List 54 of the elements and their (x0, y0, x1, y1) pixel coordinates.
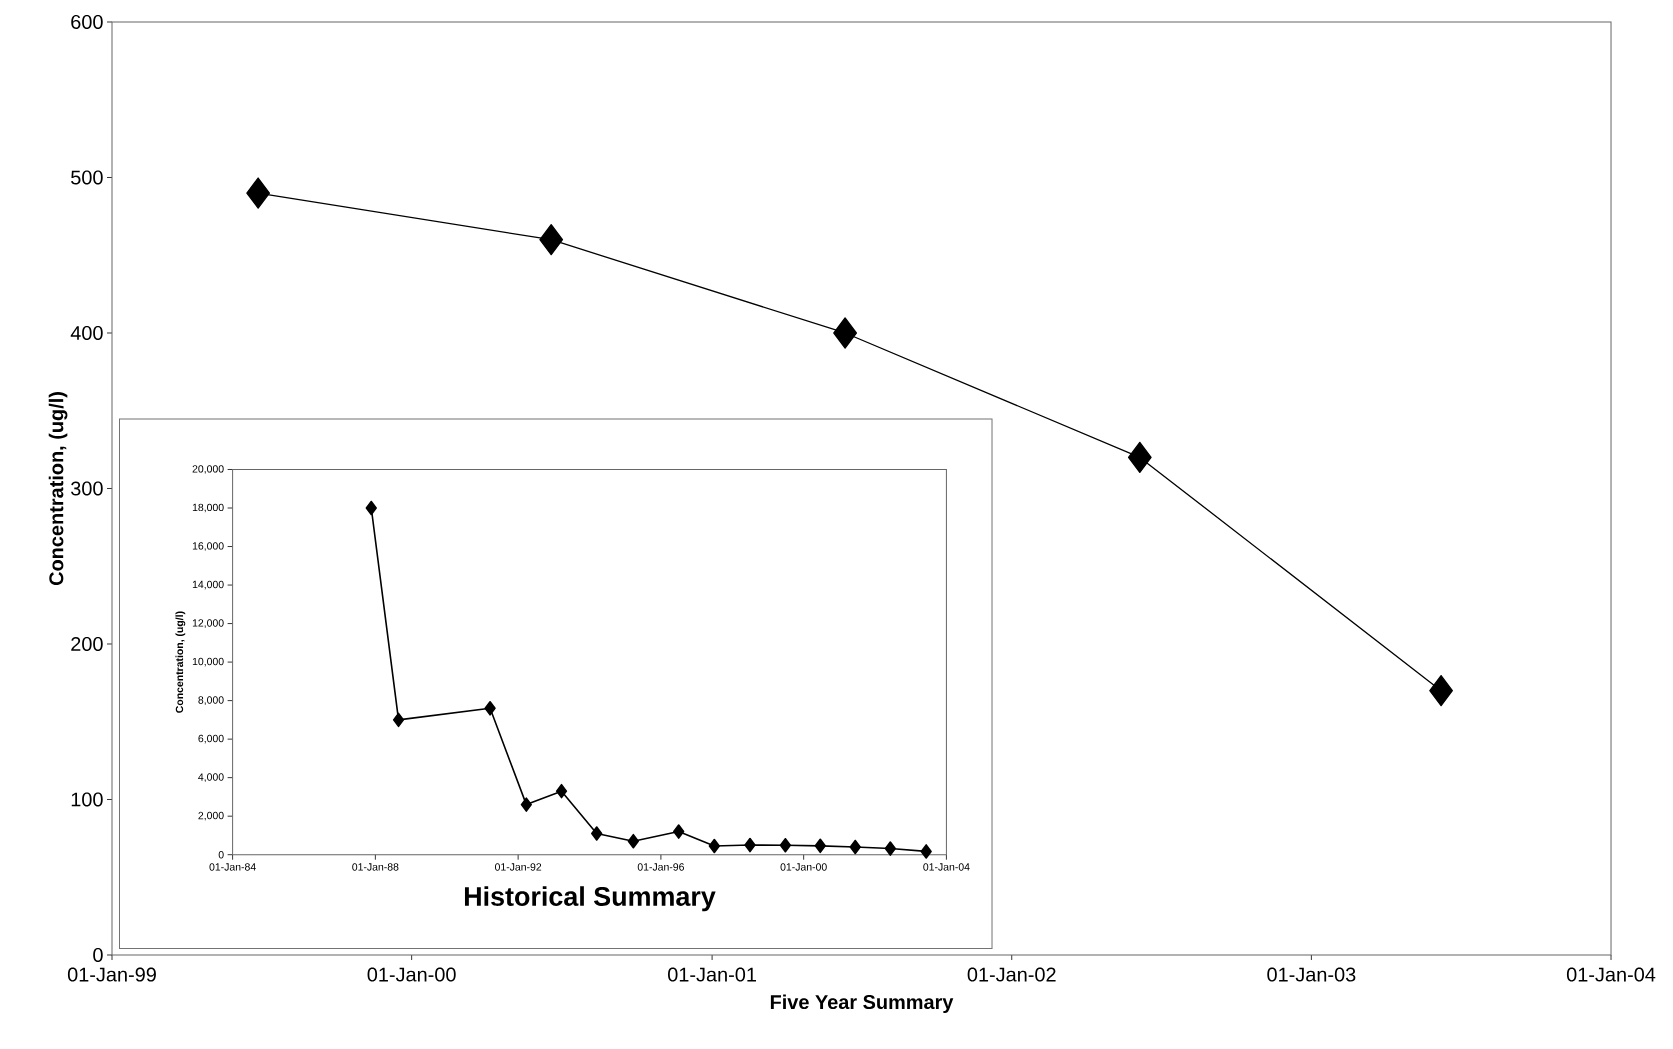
point (520, 797, 533, 812)
y-axis-title: Concentration, (ug/l) (175, 611, 186, 713)
x-tick-label: 01-Jan-00 (780, 863, 827, 871)
x-tick-label: 01-Jan-03 (1267, 967, 1356, 982)
point (1429, 674, 1453, 707)
point (246, 177, 271, 209)
x-axis-title: Five Year Summary (770, 994, 954, 1014)
y-tick-label: 6,000 (198, 734, 224, 744)
y-tick-label: 14,000 (192, 580, 224, 590)
y-tick-label: 18,000 (192, 503, 224, 513)
y-tick-label: 10,000 (192, 657, 224, 667)
point (484, 701, 496, 716)
y-tick-label: 12,000 (192, 619, 224, 628)
point (779, 837, 792, 853)
y-tick-label: 20,000 (192, 465, 224, 474)
point (833, 317, 857, 349)
point (1127, 441, 1152, 474)
x-tick-label: 01-Jan-00 (367, 967, 456, 982)
y-tick-label: 4,000 (198, 773, 224, 782)
point (814, 838, 826, 854)
y-tick-label: 100 (71, 792, 103, 807)
y-tick-label: 400 (70, 325, 103, 341)
x-tick-label: 01-Jan-02 (967, 967, 1056, 982)
x-tick-label: 01-Jan-04 (923, 863, 970, 871)
y-tick-label: 2,000 (198, 811, 224, 821)
point (555, 783, 568, 799)
x-tick-label: 01-Jan-99 (67, 967, 156, 982)
point (365, 500, 377, 516)
x-tick-label: 01-Jan-92 (494, 863, 542, 871)
y-axis-title: Concentration, (ug/l) (48, 392, 68, 586)
y-tick-label: 600 (71, 14, 103, 30)
x-tick-label: 01-Jan-88 (352, 863, 399, 871)
point (708, 838, 721, 854)
point (591, 826, 603, 841)
point (627, 833, 640, 849)
y-tick-label: 500 (71, 170, 103, 185)
y-tick-label: 0 (218, 851, 224, 859)
x-tick-label: 01-Jan-01 (668, 967, 756, 982)
y-tick-label: 300 (71, 481, 103, 496)
y-tick-label: 16,000 (192, 542, 224, 551)
y-tick-label: 0 (93, 947, 103, 963)
x-tick-label: 01-Jan-04 (1566, 967, 1656, 982)
x-tick-label: 01-Jan-96 (637, 863, 684, 871)
point (539, 224, 564, 256)
point (884, 841, 897, 856)
point (744, 837, 756, 853)
point (392, 712, 405, 728)
text: Historical Summary (464, 886, 716, 912)
y-tick-label: 8,000 (198, 696, 224, 705)
point (673, 824, 685, 839)
y-tick-label: 200 (71, 636, 103, 652)
point (920, 844, 932, 859)
x-tick-label: 01-Jan-84 (209, 863, 256, 871)
point (849, 839, 861, 855)
